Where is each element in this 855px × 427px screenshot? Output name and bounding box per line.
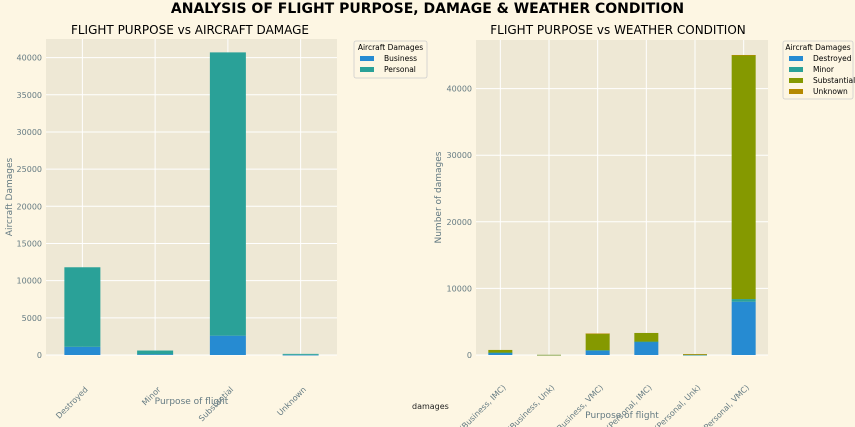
legend-label-destroyed: Destroyed <box>813 54 852 63</box>
bar-substantial-1 <box>488 349 513 353</box>
bar-minor-4 <box>634 341 659 343</box>
legend-swatch-destroyed <box>789 56 803 61</box>
y-tick-label: 20000 <box>447 218 472 227</box>
x-tick-label: (Business, Unk) <box>506 383 556 427</box>
legend-swatch-business <box>360 56 374 61</box>
bar-substantial-2 <box>537 354 561 356</box>
legend-label-substantial: Substantial <box>813 76 855 85</box>
x-axis-label: Purpose of flight <box>585 411 659 421</box>
y-tick-label: 30000 <box>447 151 472 160</box>
legend-label-unknown: Unknown <box>813 87 848 96</box>
bar-unknown-3 <box>585 333 610 335</box>
legend: Aircraft Damages Business Personal <box>353 40 428 79</box>
y-tick-label: 35000 <box>17 91 42 100</box>
y-tick-label: 25000 <box>17 165 42 174</box>
bar-personal-4 <box>282 353 319 355</box>
bar-destroyed-6 <box>731 301 756 355</box>
x-tick-label: Destroyed <box>54 385 89 420</box>
bar-business-1 <box>64 346 101 355</box>
legend-label-business: Business <box>384 54 417 63</box>
legend-swatch-substantial <box>789 78 803 83</box>
legend: Aircraft Damages Destroyed Minor Substantia… <box>782 40 855 100</box>
y-tick-label: 5000 <box>22 314 42 323</box>
chart-title: FLIGHT PURPOSE vs AIRCRAFT DAMAGE <box>71 23 309 37</box>
legend-swatch-minor <box>789 67 803 72</box>
bar-substantial-3 <box>585 333 610 351</box>
chart-1: 0 5000 10000 15000 20000 25000 30000 35000 40000… <box>5 23 428 423</box>
y-tick-label: 0 <box>467 351 472 360</box>
x-tick-label: Unknown <box>275 385 308 418</box>
y-tick-label: 10000 <box>17 277 42 286</box>
x-axis-label: Purpose of flight <box>155 397 229 407</box>
y-tick-label: 15000 <box>17 239 42 248</box>
y-axis-label: Aircraft Damages <box>5 157 15 236</box>
figure-text-damages: damages <box>412 402 449 411</box>
legend-title: Aircraft Damages <box>358 43 423 52</box>
x-tick-label: (Business, IMC) <box>458 383 508 427</box>
bar-unknown-5 <box>683 354 707 355</box>
x-tick-label: (Personal, Unk) <box>653 383 702 427</box>
y-tick-label: 10000 <box>447 284 472 293</box>
y-axis-label: Number of damages <box>434 151 444 243</box>
bar-personal-1 <box>64 267 101 347</box>
y-tick-label: 20000 <box>17 202 42 211</box>
legend-label-minor: Minor <box>813 65 835 74</box>
bar-substantial-6 <box>731 55 756 300</box>
chart-title: FLIGHT PURPOSE vs WEATHER CONDITION <box>490 23 746 37</box>
bar-destroyed-1 <box>488 352 513 355</box>
legend-label-personal: Personal <box>384 65 416 74</box>
x-tick-label: (Personal, VMC) <box>700 383 751 427</box>
chart-2: 0 10000 20000 30000 40000 (Business, IMC)(Bus… <box>434 23 855 427</box>
bar-personal-3 <box>209 52 246 336</box>
legend-title: Aircraft Damages <box>785 43 850 52</box>
legend-swatch-personal <box>360 67 374 72</box>
y-tick-label: 30000 <box>17 128 42 137</box>
y-tick-label: 0 <box>37 351 42 360</box>
bar-minor-1 <box>488 352 513 354</box>
bar-business-3 <box>209 335 246 355</box>
bar-minor-6 <box>731 299 756 302</box>
bar-minor-3 <box>585 350 610 351</box>
bar-business-4 <box>282 354 319 356</box>
bar-minor-5 <box>683 354 707 356</box>
plot-area <box>476 40 768 355</box>
bar-personal-2 <box>137 350 174 355</box>
bar-unknown-6 <box>731 54 756 56</box>
legend-box <box>782 40 854 100</box>
figure-title: ANALYSIS OF FLIGHT PURPOSE, DAMAGE & WEA… <box>170 1 685 17</box>
bar-substantial-4 <box>634 332 659 342</box>
legend-swatch-unknown <box>789 89 803 94</box>
y-tick-label: 40000 <box>447 85 472 94</box>
bar-business-2 <box>137 354 174 355</box>
bar-destroyed-3 <box>585 350 610 355</box>
bar-destroyed-4 <box>634 341 659 355</box>
y-tick-label: 40000 <box>17 54 42 63</box>
